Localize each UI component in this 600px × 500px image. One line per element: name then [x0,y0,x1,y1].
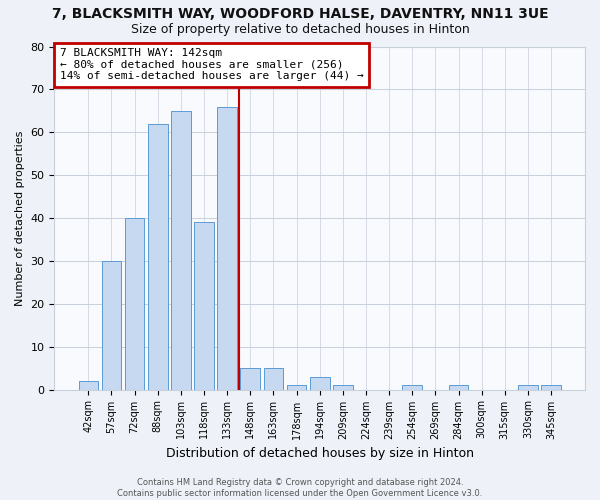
Text: Size of property relative to detached houses in Hinton: Size of property relative to detached ho… [131,22,469,36]
Bar [241,368,260,390]
Bar [449,386,469,390]
Bar [79,381,98,390]
Bar [125,218,145,390]
Bar [333,386,353,390]
X-axis label: Distribution of detached houses by size in Hinton: Distribution of detached houses by size … [166,447,474,460]
Bar [310,376,329,390]
Bar [518,386,538,390]
Bar [171,111,191,390]
Bar [194,222,214,390]
Bar [101,261,121,390]
Text: 7, BLACKSMITH WAY, WOODFORD HALSE, DAVENTRY, NN11 3UE: 7, BLACKSMITH WAY, WOODFORD HALSE, DAVEN… [52,8,548,22]
Bar [263,368,283,390]
Bar [217,106,237,390]
Bar [148,124,167,390]
Y-axis label: Number of detached properties: Number of detached properties [15,130,25,306]
Text: 7 BLACKSMITH WAY: 142sqm
← 80% of detached houses are smaller (256)
14% of semi-: 7 BLACKSMITH WAY: 142sqm ← 80% of detach… [60,48,364,82]
Text: Contains HM Land Registry data © Crown copyright and database right 2024.
Contai: Contains HM Land Registry data © Crown c… [118,478,482,498]
Bar [403,386,422,390]
Bar [541,386,561,390]
Bar [287,386,307,390]
